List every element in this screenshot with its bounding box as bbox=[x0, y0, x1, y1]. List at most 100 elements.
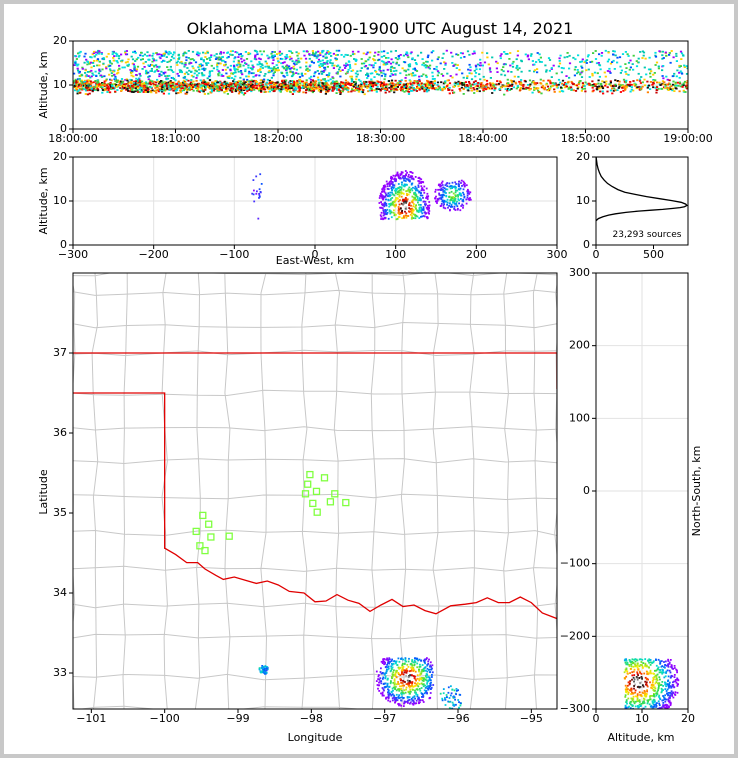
vhf-source bbox=[414, 74, 417, 77]
vhf-source bbox=[250, 60, 253, 63]
vhf-source bbox=[383, 204, 386, 206]
vhf-source bbox=[116, 61, 119, 64]
vhf-source bbox=[310, 83, 313, 86]
vhf-source bbox=[396, 86, 399, 88]
vhf-source bbox=[248, 86, 251, 89]
vhf-source bbox=[414, 217, 417, 220]
vhf-source bbox=[199, 63, 202, 66]
vhf-source bbox=[223, 64, 226, 66]
vhf-source bbox=[466, 84, 469, 86]
vhf-source bbox=[293, 90, 296, 93]
vhf-source bbox=[146, 89, 149, 92]
vhf-source bbox=[223, 80, 226, 83]
vhf-source bbox=[263, 75, 266, 77]
vhf-source bbox=[649, 88, 652, 90]
vhf-source bbox=[393, 669, 395, 672]
vhf-source bbox=[394, 191, 397, 193]
vhf-source bbox=[144, 87, 147, 90]
vhf-source bbox=[233, 57, 236, 60]
vhf-source bbox=[401, 67, 404, 70]
vhf-source bbox=[252, 179, 255, 181]
vhf-source bbox=[367, 75, 370, 77]
vhf-source bbox=[412, 177, 415, 180]
vhf-source bbox=[178, 82, 181, 85]
vhf-source bbox=[135, 68, 138, 71]
vhf-source bbox=[501, 84, 504, 87]
vhf-source bbox=[231, 87, 234, 89]
vhf-source bbox=[404, 180, 407, 182]
vhf-source bbox=[315, 80, 318, 83]
vhf-source bbox=[613, 50, 616, 53]
vhf-source bbox=[166, 85, 169, 88]
vhf-source bbox=[281, 84, 284, 86]
vhf-source bbox=[343, 64, 346, 67]
vhf-source bbox=[119, 87, 122, 89]
vhf-source bbox=[420, 189, 423, 192]
vhf-source bbox=[674, 87, 677, 90]
vhf-source bbox=[382, 186, 385, 189]
vhf-source bbox=[661, 57, 664, 60]
vhf-source bbox=[475, 68, 478, 71]
vhf-source bbox=[130, 82, 133, 85]
vhf-source bbox=[405, 216, 408, 219]
vhf-source bbox=[461, 72, 464, 75]
vhf-source bbox=[421, 677, 423, 679]
vhf-source bbox=[682, 89, 685, 92]
vhf-source bbox=[681, 86, 684, 88]
vhf-source bbox=[165, 84, 168, 86]
vhf-source bbox=[480, 82, 483, 84]
vhf-source bbox=[183, 72, 186, 75]
vhf-source bbox=[427, 212, 430, 214]
vhf-source bbox=[106, 87, 109, 90]
vhf-source bbox=[83, 83, 86, 85]
vhf-source bbox=[427, 669, 430, 671]
vhf-source bbox=[394, 50, 397, 52]
vhf-source bbox=[425, 60, 428, 63]
vhf-source bbox=[408, 657, 410, 660]
vhf-source bbox=[418, 180, 421, 183]
vhf-source bbox=[116, 89, 119, 91]
vhf-source bbox=[427, 660, 430, 663]
vhf-source bbox=[451, 186, 454, 189]
vhf-source bbox=[126, 88, 129, 90]
vhf-source bbox=[367, 58, 370, 61]
vhf-source bbox=[397, 681, 399, 683]
vhf-source bbox=[423, 692, 426, 695]
vhf-source bbox=[515, 65, 519, 68]
vhf-source bbox=[408, 680, 411, 682]
vhf-source bbox=[392, 61, 395, 64]
vhf-source bbox=[135, 70, 138, 72]
vhf-source bbox=[400, 704, 402, 707]
vhf-source bbox=[77, 90, 80, 93]
vhf-source bbox=[591, 86, 594, 89]
county-boundary bbox=[260, 273, 268, 709]
vhf-source bbox=[267, 66, 270, 68]
vhf-source bbox=[318, 66, 321, 68]
vhf-source bbox=[190, 74, 193, 77]
vhf-source bbox=[451, 55, 454, 58]
vhf-source bbox=[381, 662, 384, 664]
vhf-source bbox=[89, 76, 92, 79]
vhf-source bbox=[452, 196, 454, 199]
vhf-source bbox=[105, 78, 108, 81]
vhf-source bbox=[344, 53, 347, 56]
vhf-source bbox=[268, 69, 271, 72]
vhf-source bbox=[126, 83, 129, 86]
vhf-source bbox=[504, 63, 507, 66]
vhf-source bbox=[393, 209, 395, 212]
vhf-source bbox=[411, 57, 414, 60]
vhf-source bbox=[305, 69, 308, 71]
vhf-source bbox=[508, 58, 511, 60]
vhf-source bbox=[171, 84, 174, 87]
vhf-source bbox=[261, 83, 264, 86]
vhf-source bbox=[412, 668, 415, 671]
vhf-source bbox=[251, 192, 254, 195]
vhf-source bbox=[679, 70, 682, 73]
vhf-source bbox=[427, 66, 430, 69]
vhf-source bbox=[520, 84, 523, 87]
vhf-source bbox=[438, 193, 441, 196]
vhf-source bbox=[308, 53, 311, 55]
vhf-source bbox=[441, 89, 444, 92]
vhf-source bbox=[102, 58, 106, 61]
vhf-source bbox=[619, 84, 622, 87]
